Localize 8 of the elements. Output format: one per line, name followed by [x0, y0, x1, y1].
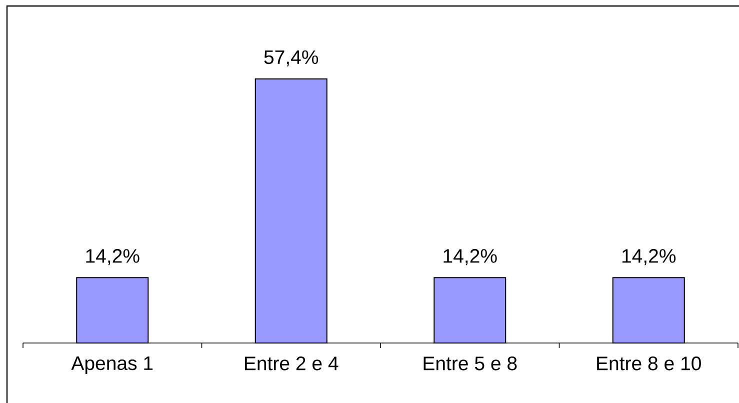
- x-tick-label: Entre 5 e 8: [424, 356, 517, 370]
- x-tick-label: Entre 8 e 10: [597, 356, 701, 370]
- x-tick-label: Entre 2 e 4: [245, 356, 338, 370]
- x-tick-label: Apenas 1: [71, 356, 153, 374]
- data-label: 57,4%: [264, 50, 318, 66]
- data-label: 14,2%: [622, 249, 676, 266]
- data-label: 14,2%: [86, 249, 140, 266]
- data-label: 14,2%: [444, 249, 497, 266]
